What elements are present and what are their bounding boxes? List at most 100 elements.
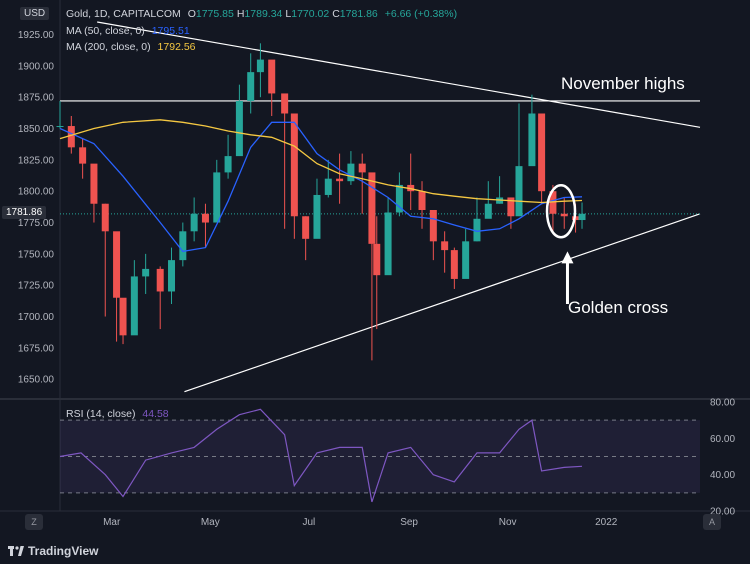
rsi-value: 44.58 [142, 408, 169, 420]
price-grid [0, 0, 750, 512]
time-tick-label: Mar [103, 517, 121, 528]
candle-body [484, 203, 492, 219]
candle-body [384, 212, 392, 276]
auto-scale-z-button[interactable]: Z [25, 514, 43, 530]
candle [384, 197, 392, 276]
ohlc-values: O1775.85 H1789.34 L1770.02 C1781.86 [184, 8, 378, 20]
trend-lines [60, 21, 701, 393]
candle [441, 231, 449, 273]
symbol-legend: Gold, 1D, CAPITALCOM O1775.85 H1789.34 L17… [66, 8, 457, 20]
candle-body [190, 213, 198, 232]
candle-body [560, 213, 568, 217]
rsi-axis: 80.00 60.00 40.00 20.00 [710, 398, 735, 518]
candle-body [101, 203, 109, 232]
candle-body [368, 172, 376, 244]
candle-body [201, 213, 209, 223]
annotation-november-highs: November highs [561, 74, 685, 93]
rsi-line [59, 408, 583, 503]
rsi-tick-label: 40.00 [710, 470, 735, 481]
candle-body [336, 178, 344, 182]
candle [142, 253, 150, 294]
brand-name[interactable]: TradingView [28, 544, 99, 558]
candle-body [347, 163, 355, 182]
rsi-tick-label: 80.00 [710, 398, 735, 409]
candle [560, 197, 568, 229]
auto-scale-a-button[interactable]: A [703, 514, 721, 530]
price-tick-label: 1825.00 [18, 155, 55, 166]
candle-body [462, 241, 470, 279]
price-tick-label: 1675.00 [18, 343, 55, 354]
candle [528, 94, 536, 167]
candle [313, 178, 321, 239]
candle [368, 172, 376, 361]
ma50-legend[interactable]: MA (50, close, 0) 1795.51 [66, 25, 190, 37]
candle-body [67, 126, 75, 148]
candle-body [90, 163, 98, 204]
candle-body [179, 231, 187, 261]
candle [268, 59, 276, 116]
price-tick-label: 1775.00 [18, 218, 55, 229]
candle-body [324, 178, 332, 195]
candle-body [79, 147, 87, 164]
candle [256, 43, 264, 98]
candle-body [302, 216, 310, 239]
ma200-legend[interactable]: MA (200, close, 0) 1792.56 [66, 41, 196, 53]
time-tick-label: Jul [302, 517, 315, 528]
candle [538, 113, 546, 204]
trend-line-resistance [97, 21, 701, 128]
candle-body [515, 166, 523, 217]
price-tick-label: 1700.00 [18, 312, 55, 323]
candle [79, 138, 87, 179]
price-tick-label: 1900.00 [18, 61, 55, 72]
rsi-legend[interactable]: RSI (14, close) 44.58 [66, 408, 169, 420]
candle [224, 134, 232, 179]
candle [324, 159, 332, 198]
candle-body [441, 241, 449, 251]
symbol-name: Gold, 1D, CAPITALCOM [66, 8, 181, 20]
candle [418, 181, 426, 229]
ma200-line [59, 119, 583, 204]
ohlc-key-c: C [332, 8, 340, 20]
candle [358, 153, 366, 214]
candle [56, 100, 64, 129]
candle-body [235, 100, 243, 157]
time-axis: Mar May Jul Sep Nov 2022 [103, 517, 618, 528]
candle-body [256, 59, 264, 73]
candle-body [268, 59, 276, 94]
candle-body [578, 213, 586, 221]
ma50-value: 1795.51 [151, 25, 190, 37]
ma200-value: 1792.56 [157, 41, 196, 53]
candle-body [119, 297, 127, 336]
price-pane-bg [60, 0, 700, 398]
candle [395, 172, 403, 217]
candle [156, 266, 164, 330]
candle [450, 247, 458, 289]
candle [473, 197, 481, 242]
currency-badge[interactable]: USD [20, 7, 50, 20]
candle [90, 163, 98, 223]
candle [336, 153, 344, 204]
candle [201, 203, 209, 248]
candle [213, 159, 221, 223]
candle-body [113, 231, 121, 298]
candle-body [281, 93, 289, 114]
golden-cross-arrow-head [561, 251, 574, 264]
candle [179, 222, 187, 267]
candle-body [395, 184, 403, 213]
candle-body [473, 218, 481, 242]
candle [290, 113, 298, 239]
rsi-pane [59, 408, 700, 503]
rsi-tick-label: 60.00 [710, 434, 735, 445]
candle-body [290, 113, 298, 217]
price-tick-label: 1800.00 [18, 187, 55, 198]
candle [190, 197, 198, 242]
candle [515, 103, 523, 217]
ohlc-key-o: O [187, 8, 196, 20]
candle [281, 93, 289, 229]
golden-cross-circle [545, 184, 577, 239]
candle-body [213, 172, 221, 223]
ohlc-key-l: L [285, 8, 292, 20]
candle [119, 297, 127, 345]
candle [168, 247, 176, 304]
